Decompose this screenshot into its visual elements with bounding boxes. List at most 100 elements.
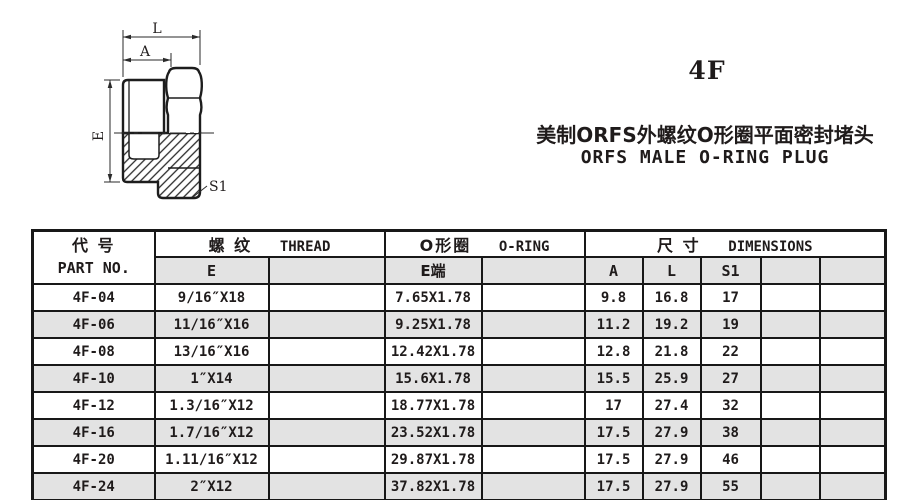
thread-body bbox=[121, 78, 166, 135]
table-row: 4F-08 13/16″X16 12.42X1.78 12.8 21.8 22 bbox=[31, 337, 887, 366]
table-row: 4F-12 1.3/16″X12 18.77X1.78 17 27.4 32 bbox=[31, 391, 887, 420]
cell-blank bbox=[480, 445, 586, 474]
cell-a: 12.8 bbox=[583, 337, 644, 366]
col-header-oring: O形圈 O-RING bbox=[383, 229, 586, 258]
oring-label-zh: O形圈 bbox=[419, 236, 472, 255]
cell-a: 11.2 bbox=[583, 310, 644, 339]
part-no-label-en: PART NO. bbox=[57, 259, 130, 277]
cell-a: 17.5 bbox=[583, 472, 644, 500]
cell-blank bbox=[818, 283, 887, 312]
part-drawing: L A E S1 bbox=[91, 21, 228, 200]
cell-oring-e: 12.42X1.78 bbox=[383, 337, 483, 366]
col-header-dimensions: 尺 寸 DIMENSIONS bbox=[583, 229, 887, 258]
table-row: 4F-24 2″X12 37.82X1.78 17.5 27.9 55 bbox=[31, 472, 887, 500]
dim-label-s1: S1 bbox=[209, 179, 228, 195]
cell-l: 19.2 bbox=[641, 310, 702, 339]
page-title-zh: 美制ORFS外螺纹O形圈平面密封堵头 bbox=[536, 123, 874, 147]
cell-blank bbox=[480, 337, 586, 366]
cell-blank bbox=[480, 391, 586, 420]
cell-thread-e: 11/16″X16 bbox=[153, 310, 270, 339]
cell-l: 21.8 bbox=[641, 337, 702, 366]
table-row: 4F-10 1″X14 15.6X1.78 15.5 25.9 27 bbox=[31, 364, 887, 393]
cell-blank bbox=[818, 337, 887, 366]
dim-label-l: L bbox=[152, 21, 161, 37]
cell-part-no: 4F-24 bbox=[31, 472, 156, 500]
cell-blank bbox=[480, 364, 586, 393]
cell-part-no: 4F-16 bbox=[31, 418, 156, 447]
cell-s1: 32 bbox=[699, 391, 762, 420]
cell-blank bbox=[818, 310, 887, 339]
cell-thread-e: 1.3/16″X12 bbox=[153, 391, 270, 420]
cell-blank bbox=[818, 418, 887, 447]
dimension-l: L bbox=[122, 21, 201, 77]
dimension-a: A bbox=[123, 44, 172, 67]
cell-blank bbox=[480, 418, 586, 447]
cell-oring-e: 18.77X1.78 bbox=[383, 391, 483, 420]
table-row: 4F-04 9/16″X18 7.65X1.78 9.8 16.8 17 bbox=[31, 283, 887, 312]
cell-s1: 46 bbox=[699, 445, 762, 474]
cell-l: 27.9 bbox=[641, 445, 702, 474]
cell-thread-e: 9/16″X18 bbox=[153, 283, 270, 312]
subheader-oring-e: E端 bbox=[383, 256, 483, 285]
cell-blank bbox=[480, 283, 586, 312]
cell-s1: 17 bbox=[699, 283, 762, 312]
cell-blank bbox=[818, 445, 887, 474]
cell-blank bbox=[818, 472, 887, 500]
cell-blank bbox=[759, 337, 821, 366]
cell-blank bbox=[267, 364, 386, 393]
cell-thread-e: 13/16″X16 bbox=[153, 337, 270, 366]
cell-blank bbox=[267, 445, 386, 474]
part-no-label-zh: 代 号 bbox=[71, 236, 116, 255]
cell-s1: 22 bbox=[699, 337, 762, 366]
cell-oring-e: 7.65X1.78 bbox=[383, 283, 483, 312]
cell-blank bbox=[759, 445, 821, 474]
subheader-thread-e: E bbox=[153, 256, 270, 285]
cell-blank bbox=[480, 472, 586, 500]
cell-l: 25.9 bbox=[641, 364, 702, 393]
hex-body bbox=[165, 66, 203, 133]
dims-label-en: DIMENSIONS bbox=[728, 239, 813, 255]
cell-oring-e: 15.6X1.78 bbox=[383, 364, 483, 393]
subheader-oring-blank bbox=[480, 256, 586, 285]
cell-blank bbox=[759, 391, 821, 420]
cell-a: 17 bbox=[583, 391, 644, 420]
cell-part-no: 4F-10 bbox=[31, 364, 156, 393]
cell-blank bbox=[759, 472, 821, 500]
thread-label-zh: 螺 纹 bbox=[208, 236, 253, 255]
socket-bore bbox=[128, 133, 160, 160]
cell-oring-e: 9.25X1.78 bbox=[383, 310, 483, 339]
oring-label-en: O-RING bbox=[498, 239, 550, 255]
dims-label-zh: 尺 寸 bbox=[657, 236, 701, 255]
cell-a: 9.8 bbox=[583, 283, 644, 312]
cell-l: 27.9 bbox=[641, 418, 702, 447]
cell-a: 17.5 bbox=[583, 418, 644, 447]
cell-thread-e: 1″X14 bbox=[153, 364, 270, 393]
cell-l: 16.8 bbox=[641, 283, 702, 312]
cell-thread-e: 2″X12 bbox=[153, 472, 270, 500]
col-header-thread: 螺 纹 THREAD bbox=[153, 229, 386, 258]
cell-l: 27.4 bbox=[641, 391, 702, 420]
page-title-en: ORFS MALE O-RING PLUG bbox=[580, 147, 830, 168]
subheader-blank-1 bbox=[759, 256, 821, 285]
cell-a: 15.5 bbox=[583, 364, 644, 393]
cell-blank bbox=[818, 364, 887, 393]
cell-s1: 27 bbox=[699, 364, 762, 393]
s1-leader: S1 bbox=[192, 179, 228, 198]
cell-blank bbox=[267, 310, 386, 339]
cell-oring-e: 23.52X1.78 bbox=[383, 418, 483, 447]
cell-l: 27.9 bbox=[641, 472, 702, 500]
cell-blank bbox=[759, 283, 821, 312]
cell-blank bbox=[267, 472, 386, 500]
thread-label-en: THREAD bbox=[279, 239, 331, 255]
cell-part-no: 4F-06 bbox=[31, 310, 156, 339]
cell-oring-e: 37.82X1.78 bbox=[383, 472, 483, 500]
cell-blank bbox=[818, 391, 887, 420]
cell-blank bbox=[267, 418, 386, 447]
dim-label-e: E bbox=[91, 131, 107, 141]
cell-blank bbox=[759, 364, 821, 393]
cell-s1: 38 bbox=[699, 418, 762, 447]
cell-s1: 19 bbox=[699, 310, 762, 339]
subheader-a: A bbox=[583, 256, 644, 285]
page-code: 4F bbox=[688, 56, 726, 85]
